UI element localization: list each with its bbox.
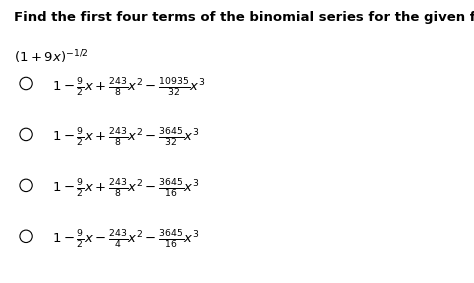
Text: $1 - \frac{9}{2}x + \frac{243}{8}x^2 - \frac{3645}{32}x^3$: $1 - \frac{9}{2}x + \frac{243}{8}x^2 - \…: [52, 127, 200, 149]
Text: Find the first four terms of the binomial series for the given function.: Find the first four terms of the binomia…: [14, 11, 474, 24]
Text: $(1 + 9x)^{-1/2}$: $(1 + 9x)^{-1/2}$: [14, 48, 89, 66]
Text: $1 - \frac{9}{2}x + \frac{243}{8}x^2 - \frac{10935}{32}x^3$: $1 - \frac{9}{2}x + \frac{243}{8}x^2 - \…: [52, 76, 205, 98]
Text: $1 - \frac{9}{2}x + \frac{243}{8}x^2 - \frac{3645}{16}x^3$: $1 - \frac{9}{2}x + \frac{243}{8}x^2 - \…: [52, 178, 200, 200]
Text: $1 - \frac{9}{2}x - \frac{243}{4}x^2 - \frac{3645}{16}x^3$: $1 - \frac{9}{2}x - \frac{243}{4}x^2 - \…: [52, 229, 200, 251]
